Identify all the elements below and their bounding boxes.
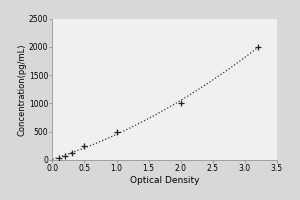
Y-axis label: Concentration(pg/mL): Concentration(pg/mL)	[17, 43, 26, 136]
X-axis label: Optical Density: Optical Density	[130, 176, 200, 185]
